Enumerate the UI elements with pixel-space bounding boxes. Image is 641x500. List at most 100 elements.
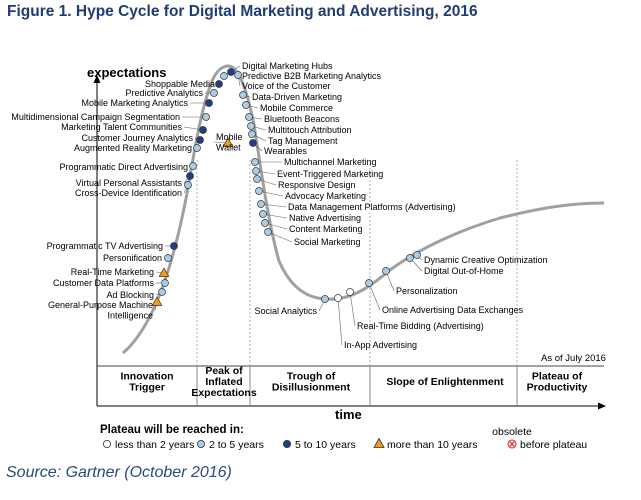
tech-label-line: Content Marketing — [289, 224, 363, 234]
marker-cross-device-identification — [184, 181, 192, 189]
marker-online-advertising-data-exchanges — [365, 279, 373, 287]
tech-label-line: Predictive B2B Marketing Analytics — [242, 71, 382, 81]
tech-label-line: Cross-Device Identification — [75, 188, 182, 198]
tech-label-tag-management: Tag Management — [268, 136, 338, 146]
tech-label-line: Programmatic TV Advertising — [47, 241, 163, 251]
tech-label-line: Real-Time Marketing — [71, 267, 154, 277]
tech-label-line: Intelligence — [107, 310, 153, 320]
tech-label-line: Augmented Reality Marketing — [74, 143, 192, 153]
phase-band — [97, 365, 604, 406]
marker-personification — [164, 254, 172, 262]
leader-line — [368, 282, 381, 311]
tech-label-line: Data-Driven Marketing — [252, 92, 342, 102]
tech-label-line: Digital Out-of-Home — [424, 266, 504, 276]
phase-label: Trough of — [287, 371, 336, 383]
tech-label-line: Voice of the Customer — [242, 81, 331, 91]
tech-label-predictive-b2b-marketing-analytics: Predictive B2B Marketing Analytics — [242, 71, 382, 81]
tech-label-programmatic-direct-advertising: Programmatic Direct Advertising — [59, 162, 188, 172]
tech-label-real-time-bidding-advertising: Real-Time Bidding (Advertising) — [357, 321, 484, 331]
tech-label-mobile-marketing-analytics: Mobile Marketing Analytics — [81, 98, 188, 108]
tech-label-programmatic-tv-advertising: Programmatic TV Advertising — [47, 241, 163, 251]
phase-label: Expectations — [191, 387, 257, 399]
tech-label-line: Programmatic Direct Advertising — [59, 162, 188, 172]
figure-title: Figure 1. Hype Cycle for Digital Marketi… — [7, 3, 478, 20]
legend-title: Plateau will be reached in: — [100, 424, 244, 436]
marker-augmented-reality-marketing — [193, 144, 201, 152]
tech-label-line: Marketing Talent Communities — [61, 122, 182, 132]
marker-mobile-marketing-analytics — [205, 99, 213, 107]
marker-multichannel-marketing — [251, 158, 259, 166]
axes: expectations time As of July 2016 — [87, 65, 606, 422]
tech-label-line: Digital Marketing Hubs — [242, 61, 333, 71]
phase-label: Disillusionment — [272, 382, 351, 394]
legend-label: 2 to 5 years — [209, 439, 264, 451]
tech-label-line: Wearables — [264, 146, 307, 156]
tech-label-personalization: Personalization — [396, 286, 458, 296]
y-axis-arrow-icon — [93, 75, 101, 83]
tech-label-mobile-wallet: Mobile Wallet — [216, 132, 243, 153]
marker-mobile-wallet — [222, 137, 234, 147]
marker-programmatic-tv-advertising — [170, 242, 178, 250]
tech-label-line: Wallet — [216, 142, 241, 152]
marker-predictive-b2b-marketing-analytics — [227, 68, 235, 76]
tech-label-customer-data-platforms: Customer Data Platforms — [53, 278, 155, 288]
legend-label: before plateau — [520, 439, 587, 451]
tech-label-voice-of-the-customer: Voice of the Customer — [242, 81, 331, 91]
tech-label-marketing-talent-communities: Marketing Talent Communities — [61, 122, 182, 132]
tech-label-social-analytics: Social Analytics — [254, 306, 317, 316]
tech-label-real-time-marketing: Real-Time Marketing — [71, 267, 154, 277]
marker-event-triggered-marketing — [252, 167, 260, 175]
marker-social-marketing — [264, 228, 272, 236]
tech-label-line: Data Management Platforms (Advertising) — [288, 202, 456, 212]
legend-marker-more-than-10-years — [373, 437, 385, 448]
legend-cross-line — [509, 441, 515, 447]
marker-bluetooth-beacons — [245, 113, 253, 121]
legend-label: more than 10 years — [387, 439, 477, 451]
legend-items: less than 2 years 2 to 5 years 5 to 10 yea… — [103, 426, 587, 451]
x-axis-label: time — [335, 407, 362, 422]
phase-label: Innovation — [120, 371, 173, 383]
legend-label: obsolete — [492, 426, 532, 438]
marker-native-advertising — [259, 210, 267, 218]
tech-label-line: Dynamic Creative Optimization — [424, 255, 548, 265]
tech-label-line: Tag Management — [268, 136, 338, 146]
marker-tag-management — [248, 130, 256, 138]
tech-label-multidimensional-campaign-segmentation: Multidimensional Campaign Segmentation — [11, 112, 180, 122]
marker-real-time-marketing — [158, 267, 170, 277]
tech-label-line: Native Advertising — [289, 213, 361, 223]
marker-multidimensional-campaign-segmentation — [202, 113, 210, 121]
marker-social-analytics — [321, 295, 329, 303]
marker-marketing-talent-communities — [199, 126, 207, 134]
legend-marker-2-to-5-years — [196, 439, 205, 448]
tech-label-line: Predictive Analytics — [125, 88, 203, 98]
phase-label: Plateau of — [532, 371, 583, 383]
tech-label-line: Shoppable Media — [145, 79, 215, 89]
marker-data-management-platforms-advertising — [257, 200, 265, 208]
tech-label-augmented-reality-marketing: Augmented Reality Marketing — [74, 143, 192, 153]
marker-mobile-commerce — [242, 101, 250, 109]
tech-label-multitouch-attribution: Multitouch Attribution — [268, 125, 352, 135]
source-note: Source: Gartner (October 2016) — [6, 464, 232, 481]
marker-personalization — [382, 267, 390, 275]
marker-customer-data-platforms — [161, 279, 169, 287]
marker-virtual-personal-assistants — [186, 172, 194, 180]
tech-label-line: Virtual Personal Assistants — [76, 178, 183, 188]
leader-line — [267, 231, 293, 243]
tech-label-digital-marketing-hubs: Digital Marketing Hubs — [242, 61, 333, 71]
tech-label-line: Customer Data Platforms — [53, 278, 155, 288]
tech-label-predictive-analytics: Predictive Analytics — [125, 88, 203, 98]
marker-in-app-advertising — [334, 294, 342, 302]
tech-label-data-management-platforms-advertising: Data Management Platforms (Advertising) — [288, 202, 456, 212]
technology-markers — [151, 68, 421, 306]
marker-dynamic-creative-optimization — [413, 251, 421, 259]
marker-real-time-bidding-advertising — [346, 288, 354, 296]
marker-predictive-analytics — [210, 89, 218, 97]
tech-label-customer-journey-analytics: Customer Journey Analytics — [81, 133, 193, 143]
legend-marker-5-to-10-years — [282, 439, 291, 448]
leader-line — [262, 213, 288, 219]
tech-label-line: Online Advertising Data Exchanges — [382, 305, 524, 315]
tech-label-line: Ad Blocking — [106, 290, 154, 300]
marker-multitouch-attribution — [247, 122, 255, 130]
